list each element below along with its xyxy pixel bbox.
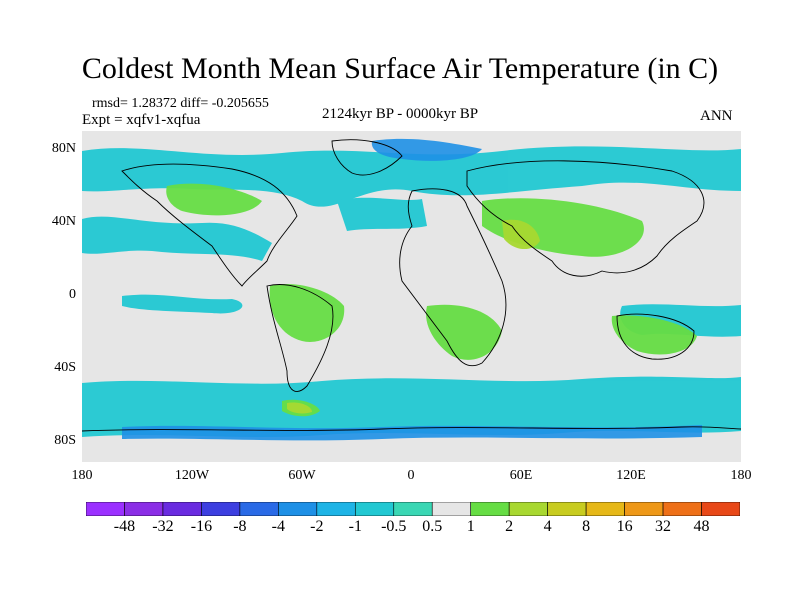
chart-title: Coldest Month Mean Surface Air Temperatu… [81, 52, 719, 85]
colorbar-swatch [624, 502, 664, 516]
colorbar-swatch [431, 502, 472, 516]
colorbar-swatch [239, 502, 279, 516]
south-america-warm-patch [269, 283, 345, 342]
colorbar-label: 32 [655, 518, 672, 535]
colorbar-label: -1 [348, 518, 362, 535]
greenland-cold-patch [371, 138, 482, 161]
colorbar-swatch [585, 502, 625, 516]
north-atlantic-patch [337, 197, 427, 231]
colorbar-swatch [278, 502, 318, 516]
colorbar-label: -0.5 [381, 518, 407, 535]
x-tick: 180 [730, 468, 752, 483]
colorbar-swatch [124, 502, 164, 516]
colorbar-swatch [701, 502, 740, 516]
colorbar-label: -32 [152, 518, 174, 535]
colorbar-swatch [162, 502, 202, 516]
period-label: 2124kyr BP - 0000kyr BP [322, 106, 479, 122]
colorbar-label: -2 [310, 518, 324, 535]
y-tick: 0 [69, 287, 76, 302]
colorbar-label: -16 [190, 518, 213, 535]
australia-warm-patch [611, 315, 697, 355]
x-tick: 120W [174, 468, 210, 483]
colorbar-swatch [354, 502, 395, 516]
colorbar-label: 48 [693, 518, 710, 535]
coast-antarctica [82, 426, 741, 432]
stats-label: rmsd= 1.28372 diff= -0.205655 [92, 96, 269, 111]
colorbar-swatch [316, 502, 356, 516]
colorbar-swatch [86, 502, 125, 516]
colorbar-swatch [470, 502, 510, 516]
y-tick: 40S [54, 360, 76, 375]
x-tick: 60E [509, 468, 533, 483]
colorbar-label: -4 [271, 518, 285, 535]
coast-greenland [331, 139, 403, 176]
north-pacific-band [82, 216, 272, 261]
colorbar-label: -48 [113, 518, 136, 535]
colorbar-label: 2 [505, 518, 514, 535]
pacific-tropical-patch [122, 294, 243, 314]
colorbar-label: 0.5 [422, 518, 443, 535]
coast-asia [466, 160, 705, 277]
antarctic-cold-strip [122, 425, 702, 441]
experiment-label: Expt = xqfv1-xqfua [82, 112, 201, 128]
colorbar-label: -8 [233, 518, 247, 535]
y-tick: 80S [54, 433, 76, 448]
colorbar-label: 8 [582, 518, 591, 535]
coast-south-america [266, 284, 334, 392]
colorbar-swatch [547, 502, 587, 516]
colorbar-swatch [393, 502, 433, 516]
colorbar-swatch [508, 502, 548, 516]
colorbar [86, 502, 740, 516]
coast-australia [616, 313, 695, 360]
y-tick: 80N [51, 141, 76, 156]
colorbar-swatch [201, 502, 241, 516]
season-label: ANN [700, 108, 733, 124]
southern-ocean-band [82, 376, 741, 437]
middle-east-warm-patch [502, 219, 540, 250]
coast-europe-africa [399, 188, 507, 367]
colorbar-label: 1 [466, 518, 475, 535]
warm-anomaly-regions [287, 219, 540, 414]
africa-warm-patch [426, 304, 502, 360]
coast-north-america [121, 163, 298, 287]
colorbar-label: 4 [543, 518, 552, 535]
y-tick: 40N [51, 214, 76, 229]
x-tick: 0 [407, 468, 415, 483]
colorbar-swatch [662, 502, 702, 516]
strong-negative-regions [122, 138, 702, 441]
world-map [82, 131, 741, 462]
colorbar-label: 16 [616, 518, 633, 535]
antarctic-peninsula-warm-patch [287, 402, 312, 414]
x-tick: 180 [71, 468, 93, 483]
x-tick: 120E [616, 468, 646, 483]
north-america-warm-patch [166, 183, 262, 216]
x-tick: 60W [288, 468, 316, 483]
coastlines [82, 139, 741, 432]
